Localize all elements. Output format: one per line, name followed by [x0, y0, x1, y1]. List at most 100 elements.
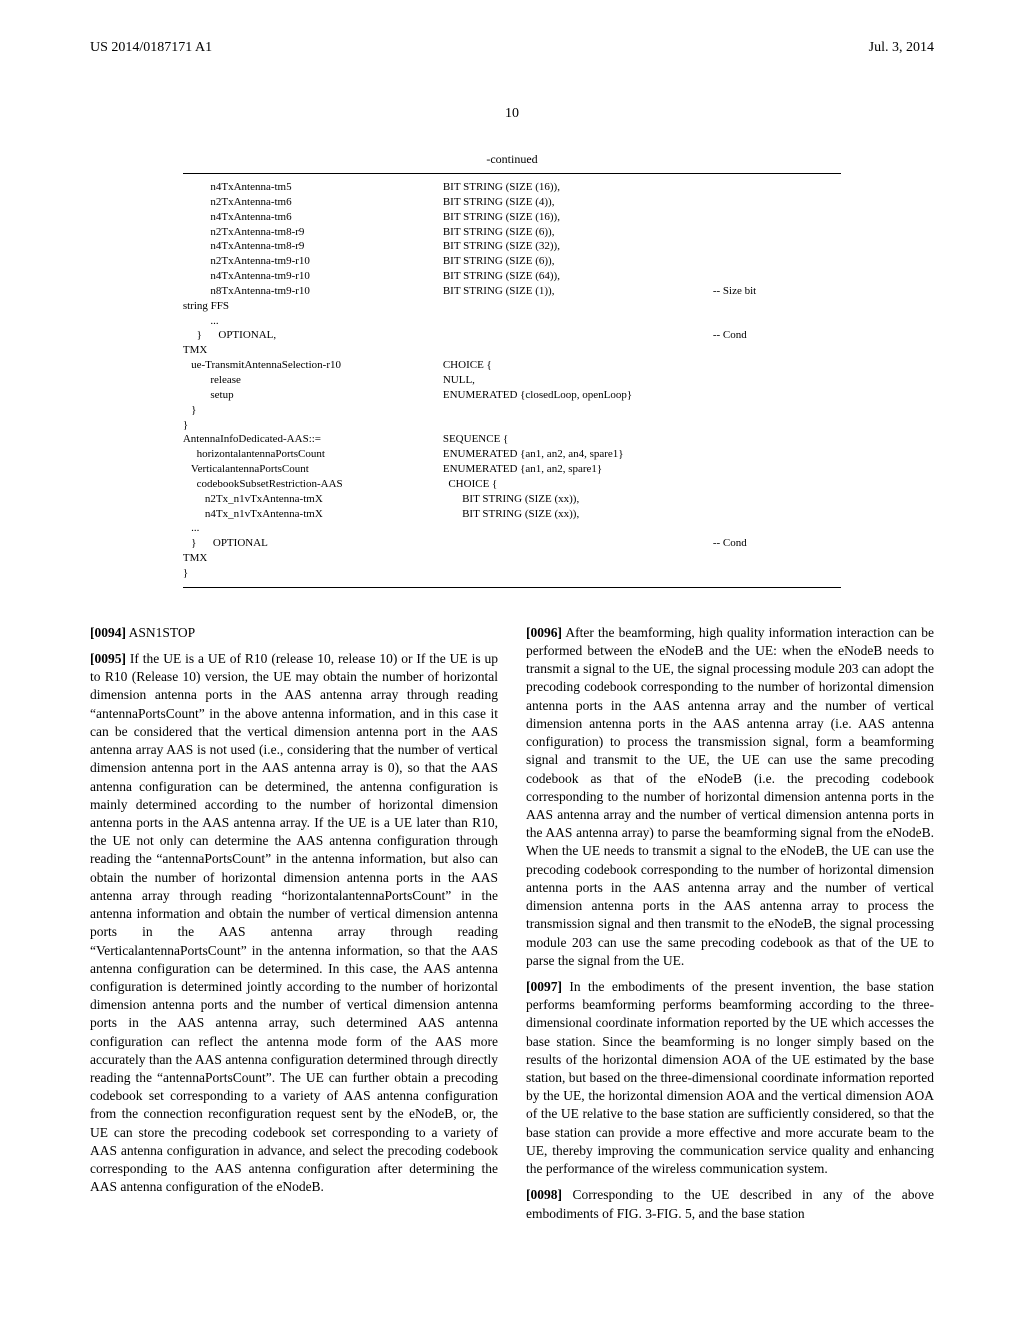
code-row: n4TxAntenna-tm6BIT STRING (SIZE (16)),: [183, 210, 841, 225]
code-cell-right: [703, 507, 841, 522]
code-cell-left: release: [183, 373, 443, 388]
code-cell-left: n2TxAntenna-tm8-r9: [183, 225, 443, 240]
code-cell-right: [703, 195, 841, 210]
code-cell-left: AntennaInfoDedicated-AAS::=: [183, 432, 443, 447]
para-num-0097: [0097]: [526, 979, 562, 994]
header-right: Jul. 3, 2014: [869, 40, 934, 56]
code-cell-left: VerticalantennaPortsCount: [183, 462, 443, 477]
code-cell-right: [703, 447, 841, 462]
code-row: n2TxAntenna-tm6BIT STRING (SIZE (4)),: [183, 195, 841, 210]
code-cell-mid: [443, 521, 703, 536]
code-cell-right: [703, 180, 841, 195]
code-cell-right: [703, 462, 841, 477]
code-block: n4TxAntenna-tm5BIT STRING (SIZE (16)), n…: [183, 173, 841, 588]
code-cell-right: [703, 566, 841, 581]
code-cell-mid: BIT STRING (SIZE (4)),: [443, 195, 703, 210]
code-cell-left: } OPTIONAL,: [183, 328, 443, 343]
code-cell-left: n2TxAntenna-tm9-r10: [183, 254, 443, 269]
para-num-0095: [0095]: [90, 651, 126, 666]
code-cell-right: -- Cond: [703, 536, 841, 551]
code-cell-mid: ENUMERATED {an1, an2, an4, spare1}: [443, 447, 703, 462]
paragraph-0097: [0097] In the embodiments of the present…: [526, 978, 934, 1178]
code-row: n4TxAntenna-tm8-r9BIT STRING (SIZE (32))…: [183, 239, 841, 254]
code-cell-left: TMX: [183, 343, 443, 358]
code-cell-right: [703, 418, 841, 433]
code-cell-left: ue-TransmitAntennaSelection-r10: [183, 358, 443, 373]
code-cell-left: TMX: [183, 551, 443, 566]
code-row: }: [183, 418, 841, 433]
code-cell-right: [703, 521, 841, 536]
code-row: AntennaInfoDedicated-AAS::=SEQUENCE {: [183, 432, 841, 447]
paragraph-0096: [0096] After the beamforming, high quali…: [526, 624, 934, 970]
code-cell-mid: BIT STRING (SIZE (16)),: [443, 210, 703, 225]
code-cell-right: [703, 358, 841, 373]
para-num-0096: [0096]: [526, 625, 562, 640]
code-cell-left: ...: [183, 521, 443, 536]
code-cell-left: setup: [183, 388, 443, 403]
code-row: n2TxAntenna-tm9-r10BIT STRING (SIZE (6))…: [183, 254, 841, 269]
code-cell-left: }: [183, 418, 443, 433]
code-row: TMX: [183, 343, 841, 358]
code-cell-mid: NULL,: [443, 373, 703, 388]
paragraph-0094: [0094] ASN1STOP: [90, 624, 498, 642]
code-cell-left: n4TxAntenna-tm9-r10: [183, 269, 443, 284]
para-num-0094: [0094]: [90, 625, 126, 640]
code-row: ue-TransmitAntennaSelection-r10CHOICE {: [183, 358, 841, 373]
code-cell-mid: BIT STRING (SIZE (64)),: [443, 269, 703, 284]
code-cell-left: string FFS: [183, 299, 443, 314]
code-cell-right: [703, 403, 841, 418]
para-text-0098: Corresponding to the UE described in any…: [526, 1187, 934, 1220]
code-cell-right: [703, 314, 841, 329]
code-row: VerticalantennaPortsCountENUMERATED {an1…: [183, 462, 841, 477]
code-cell-mid: SEQUENCE {: [443, 432, 703, 447]
para-text-0094: ASN1STOP: [126, 625, 195, 640]
code-cell-mid: BIT STRING (SIZE (16)),: [443, 180, 703, 195]
code-cell-right: [703, 492, 841, 507]
left-column: [0094] ASN1STOP [0095] If the UE is a UE…: [90, 624, 498, 1231]
code-cell-mid: [443, 418, 703, 433]
page-container: US 2014/0187171 A1 Jul. 3, 2014 10 -cont…: [0, 0, 1024, 1291]
code-cell-right: [703, 239, 841, 254]
code-cell-mid: BIT STRING (SIZE (6)),: [443, 254, 703, 269]
code-cell-mid: BIT STRING (SIZE (1)),: [443, 284, 703, 299]
code-cell-left: }: [183, 403, 443, 418]
code-cell-right: [703, 551, 841, 566]
code-cell-right: [703, 343, 841, 358]
body-columns: [0094] ASN1STOP [0095] If the UE is a UE…: [90, 624, 934, 1231]
para-text-0095: If the UE is a UE of R10 (release 10, re…: [90, 651, 498, 1194]
code-cell-right: [703, 373, 841, 388]
code-cell-left: n4TxAntenna-tm5: [183, 180, 443, 195]
code-cell-mid: BIT STRING (SIZE (xx)),: [443, 507, 703, 522]
code-row: }: [183, 566, 841, 581]
code-row: string FFS: [183, 299, 841, 314]
code-cell-mid: [443, 551, 703, 566]
code-row: n8TxAntenna-tm9-r10BIT STRING (SIZE (1))…: [183, 284, 841, 299]
page-header: US 2014/0187171 A1 Jul. 3, 2014: [90, 40, 934, 56]
code-cell-left: horizontalantennaPortsCount: [183, 447, 443, 462]
para-num-0098: [0098]: [526, 1187, 562, 1202]
code-cell-mid: [443, 343, 703, 358]
paragraph-0098: [0098] Corresponding to the UE described…: [526, 1186, 934, 1222]
code-row: setupENUMERATED {closedLoop, openLoop}: [183, 388, 841, 403]
code-cell-right: [703, 254, 841, 269]
code-cell-mid: BIT STRING (SIZE (xx)),: [443, 492, 703, 507]
code-cell-left: n4TxAntenna-tm6: [183, 210, 443, 225]
code-row: codebookSubsetRestriction-AAS CHOICE {: [183, 477, 841, 492]
code-cell-left: n2TxAntenna-tm6: [183, 195, 443, 210]
code-cell-right: [703, 210, 841, 225]
code-cell-mid: [443, 299, 703, 314]
code-row: n4Tx_n1vTxAntenna-tmX BIT STRING (SIZE (…: [183, 507, 841, 522]
paragraph-0095: [0095] If the UE is a UE of R10 (release…: [90, 650, 498, 1197]
code-cell-mid: BIT STRING (SIZE (6)),: [443, 225, 703, 240]
code-row: ...: [183, 314, 841, 329]
code-cell-mid: [443, 314, 703, 329]
code-cell-right: -- Size bit: [703, 284, 841, 299]
code-cell-right: [703, 299, 841, 314]
code-cell-right: [703, 477, 841, 492]
code-row: }: [183, 403, 841, 418]
code-cell-mid: [443, 328, 703, 343]
page-number: 10: [90, 106, 934, 122]
code-cell-mid: BIT STRING (SIZE (32)),: [443, 239, 703, 254]
code-row: ...: [183, 521, 841, 536]
code-cell-left: n4Tx_n1vTxAntenna-tmX: [183, 507, 443, 522]
